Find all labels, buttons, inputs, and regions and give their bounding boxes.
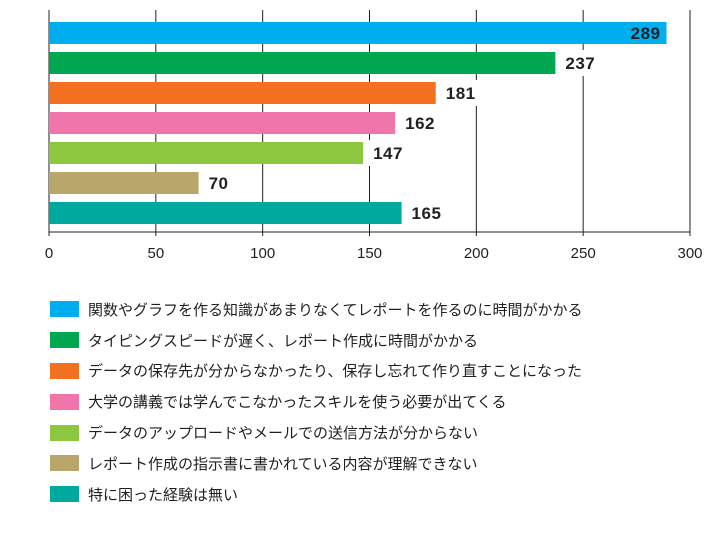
x-tick-label: 250 [571,245,596,262]
x-tick-label: 150 [357,245,382,262]
bar [49,82,436,104]
label-background [438,80,486,106]
legend-item: データの保存先が分からなかったり、保存し忘れて作り直すことになった [50,356,583,387]
legend-item: タイピングスピードが遅く、レポート作成に時間がかかる [50,325,583,356]
legend-label: データのアップロードやメールでの送信方法が分からない [88,424,479,443]
data-label: 181 [446,84,476,103]
bar [49,52,556,74]
legend-label: タイピングスピードが遅く、レポート作成に時間がかかる [88,331,479,350]
bar [49,22,667,44]
legend-label: レポート作成の指示書に書かれている内容が理解できない [88,454,478,473]
legend-label: 関数やグラフを作る知識があまりなくてレポートを作るのに時間がかかる [88,300,583,319]
x-tick-label: 50 [147,245,164,262]
bar [49,112,396,134]
data-label: 147 [373,144,403,163]
legend-swatch [50,486,79,503]
legend-swatch [50,332,79,349]
bar [49,142,364,164]
legend-label: 特に困った経験は無い [88,485,239,504]
x-tick-label: 200 [464,245,489,262]
x-tick-label: 0 [45,245,53,262]
bar [49,172,199,194]
legend-item: 関数やグラフを作る知識があまりなくてレポートを作るのに時間がかかる [50,294,583,325]
legend-swatch [50,424,79,441]
legend-swatch [50,301,79,318]
data-label: 70 [209,174,229,193]
label-background [404,200,452,226]
legend-swatch [50,393,79,410]
legend-item: レポート作成の指示書に書かれている内容が理解できない [50,448,583,479]
x-tick-label: 300 [677,245,702,262]
legend: 関数やグラフを作る知識があまりなくてレポートを作るのに時間がかかる タイピングスピ… [50,294,583,510]
data-label: 289 [631,24,661,43]
label-background [201,170,238,196]
legend-swatch [50,362,79,379]
label-background [558,50,606,76]
x-tick-label: 100 [250,245,275,262]
legend-item: データのアップロードやメールでの送信方法が分からない [50,417,583,448]
legend-swatch [50,455,79,472]
legend-label: 大学の講義では学んでこなかったスキルを使う必要が出てくる [88,393,507,412]
legend-label: データの保存先が分からなかったり、保存し忘れて作り直すことになった [88,362,582,381]
bar [49,202,402,224]
legend-item: 大学の講義では学んでこなかったスキルを使う必要が出てくる [50,386,583,417]
data-label: 237 [565,54,595,73]
data-label: 165 [412,204,442,223]
legend-item: 特に困った経験は無い [50,479,583,510]
data-label: 162 [405,114,435,133]
label-background [398,110,446,136]
label-background [366,140,414,166]
